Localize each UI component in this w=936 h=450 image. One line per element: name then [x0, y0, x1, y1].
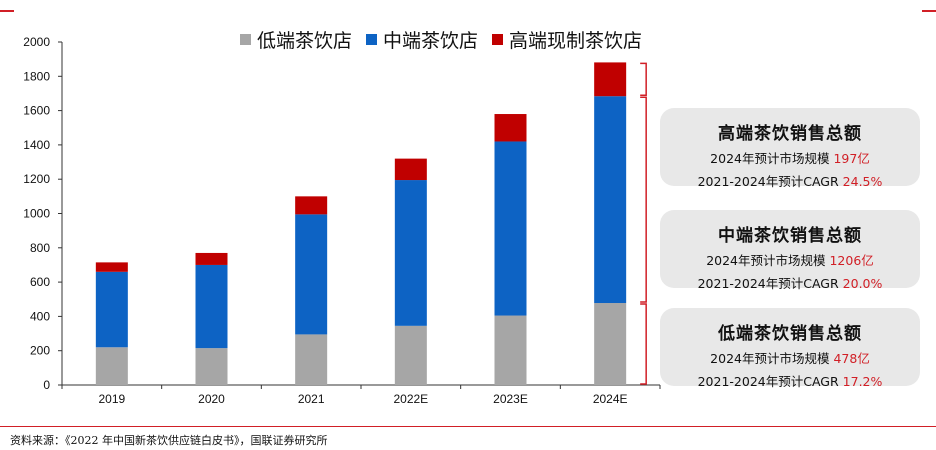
y-tick-label: 200 [30, 344, 50, 358]
legend-swatch-high [492, 34, 504, 45]
info-title-mid: 中端茶饮销售总额 [718, 226, 862, 246]
info-box-mid: 中端茶饮销售总额 2024年预计市场规模 1206亿 2021-2024年预计C… [660, 210, 920, 291]
info-label: 2024年预计市场规模 [710, 151, 830, 166]
corner-mark-right [922, 10, 936, 12]
info-title-low: 低端茶饮销售总额 [718, 324, 862, 344]
bar-segment [295, 196, 328, 215]
bar-segment [594, 96, 627, 304]
bar-segment [195, 252, 228, 265]
chart-legend: 低端茶饮店 中端茶饮店 高端现制茶饮店 [240, 26, 642, 53]
bar-segment [494, 114, 527, 142]
bar-segment [95, 262, 128, 272]
info-value: 20.0% [842, 276, 883, 291]
bracket-mid [640, 96, 647, 303]
info-box-high: 高端茶饮销售总额 2024年预计市场规模 197亿 2021-2024年预计CA… [660, 108, 920, 189]
y-tick-label: 600 [30, 275, 50, 289]
legend-label-high: 高端现制茶饮店 [509, 30, 643, 52]
info-label: 2024年预计市场规模 [710, 351, 830, 366]
info-label: 2021-2024年预计CAGR [697, 174, 839, 189]
info-value: 24.5% [842, 174, 883, 189]
info-line2-low: 2021-2024年预计CAGR 17.2% [660, 371, 920, 390]
info-line1-high: 2024年预计市场规模 197亿 [660, 148, 920, 167]
info-value: 478亿 [833, 351, 870, 366]
legend-label-mid: 中端茶饮店 [383, 30, 479, 52]
x-tick-label: 2020 [198, 392, 225, 406]
y-tick-label: 1200 [23, 172, 50, 186]
info-label: 2021-2024年预计CAGR [697, 374, 839, 389]
info-line2-mid: 2021-2024年预计CAGR 20.0% [660, 273, 920, 292]
bar-segment [494, 315, 527, 385]
info-value: 17.2% [842, 374, 883, 389]
bar-segment [295, 334, 328, 385]
info-label: 2021-2024年预计CAGR [697, 276, 839, 291]
source-note: 资料来源：《2022 年中国新茶饮供应链白皮书》，国联证券研究所 [10, 434, 328, 447]
legend-swatch-mid [366, 34, 378, 45]
bar-segment [594, 62, 627, 97]
bracket-low [640, 303, 647, 385]
y-tick-label: 1400 [23, 138, 50, 152]
legend-label-low: 低端茶饮店 [257, 30, 353, 52]
bar-segment [195, 348, 228, 385]
legend-swatch-low [240, 34, 251, 45]
x-tick-label: 2024E [593, 392, 628, 406]
info-value: 197亿 [833, 151, 870, 166]
bar-segment [394, 325, 427, 385]
bar-segment [295, 214, 328, 335]
bar-segment [95, 271, 128, 348]
legend-item-high: 高端现制茶饮店 [492, 26, 642, 53]
bar-segment [394, 158, 427, 181]
info-label: 2024年预计市场规模 [706, 253, 826, 268]
bar-segment [394, 180, 427, 326]
bottom-rule [0, 426, 936, 427]
y-tick-label: 400 [30, 309, 50, 323]
legend-item-mid: 中端茶饮店 [366, 26, 478, 53]
info-box-low: 低端茶饮销售总额 2024年预计市场规模 478亿 2021-2024年预计CA… [660, 308, 920, 389]
bar-segment [95, 347, 128, 385]
y-tick-label: 1600 [23, 104, 50, 118]
info-line1-low: 2024年预计市场规模 478亿 [660, 348, 920, 367]
bar-segment [195, 264, 228, 349]
x-tick-label: 2022E [393, 392, 428, 406]
y-tick-label: 1000 [23, 207, 50, 221]
bar-segment [494, 141, 527, 316]
y-tick-label: 1800 [23, 69, 50, 83]
bar-segment [594, 303, 627, 385]
info-value: 1206亿 [829, 253, 874, 268]
y-tick-label: 800 [30, 241, 50, 255]
y-tick-label: 0 [43, 378, 50, 392]
bracket-high [640, 62, 647, 96]
corner-mark-left [0, 10, 14, 12]
info-line1-mid: 2024年预计市场规模 1206亿 [660, 250, 920, 269]
x-tick-label: 2019 [98, 392, 125, 406]
info-line2-high: 2021-2024年预计CAGR 24.5% [660, 171, 920, 190]
legend-item-low: 低端茶饮店 [240, 26, 352, 53]
y-tick-label: 2000 [23, 35, 50, 49]
info-title-high: 高端茶饮销售总额 [718, 124, 862, 144]
x-tick-label: 2021 [298, 392, 325, 406]
x-tick-label: 2023E [493, 392, 528, 406]
